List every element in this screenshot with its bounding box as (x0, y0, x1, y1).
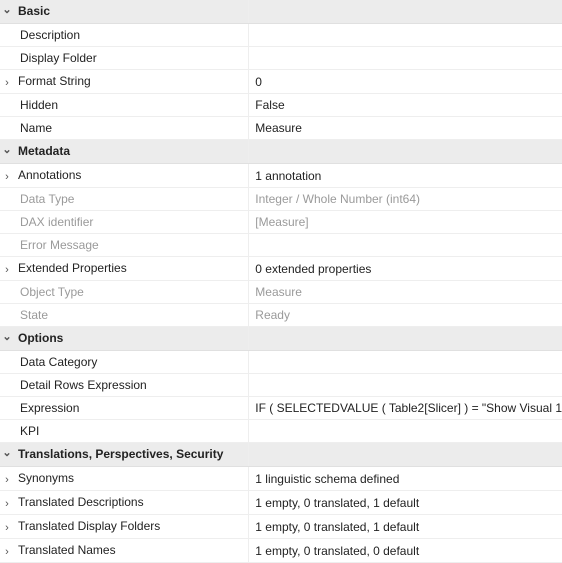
prop-label: Expression (0, 397, 79, 419)
section-basic[interactable]: Basic (0, 0, 562, 24)
prop-dax-identifier: DAX identifier [Measure] (0, 211, 562, 234)
prop-value[interactable]: Measure (249, 117, 562, 140)
prop-label: Object Type (0, 281, 84, 303)
prop-label: Data Type (0, 188, 74, 210)
chevron-right-icon[interactable] (0, 517, 14, 539)
prop-state: State Ready (0, 304, 562, 327)
prop-value[interactable]: 1 empty, 0 translated, 1 default (249, 515, 562, 539)
chevron-right-icon[interactable] (0, 541, 14, 563)
prop-label: Display Folder (0, 47, 97, 69)
prop-label: Translated Descriptions (14, 491, 144, 513)
prop-value[interactable]: False (249, 94, 562, 117)
prop-data-category[interactable]: Data Category (0, 351, 562, 374)
prop-value[interactable]: 0 (249, 70, 562, 94)
prop-value[interactable] (249, 47, 562, 70)
prop-label: Annotations (14, 164, 81, 186)
section-label: Basic (14, 0, 50, 22)
prop-error-message: Error Message (0, 234, 562, 257)
prop-value[interactable] (249, 420, 562, 443)
chevron-down-icon (0, 2, 14, 24)
prop-label: DAX identifier (0, 211, 93, 233)
prop-label: Detail Rows Expression (0, 374, 147, 396)
prop-object-type: Object Type Measure (0, 281, 562, 304)
prop-hidden[interactable]: Hidden False (0, 94, 562, 117)
prop-label: Format String (14, 70, 91, 92)
prop-kpi[interactable]: KPI (0, 420, 562, 443)
section-label: Options (14, 327, 63, 349)
prop-label: Synonyms (14, 467, 74, 489)
prop-translated-names[interactable]: Translated Names 1 empty, 0 translated, … (0, 539, 562, 563)
prop-detail-rows-expression[interactable]: Detail Rows Expression (0, 374, 562, 397)
prop-label: Error Message (0, 234, 99, 256)
chevron-right-icon[interactable] (0, 259, 14, 281)
prop-data-type: Data Type Integer / Whole Number (int64) (0, 188, 562, 211)
prop-label: Extended Properties (14, 257, 127, 279)
section-metadata[interactable]: Metadata (0, 140, 562, 164)
prop-value: [Measure] (249, 211, 562, 234)
prop-label: Translated Display Folders (14, 515, 160, 537)
chevron-right-icon[interactable] (0, 469, 14, 491)
chevron-down-icon (0, 329, 14, 351)
section-label: Metadata (14, 140, 70, 162)
prop-format-string[interactable]: Format String 0 (0, 70, 562, 94)
prop-value: Measure (249, 281, 562, 304)
prop-label: KPI (0, 420, 39, 442)
prop-extended-properties[interactable]: Extended Properties 0 extended propertie… (0, 257, 562, 281)
prop-value[interactable] (249, 374, 562, 397)
prop-value (249, 234, 562, 257)
section-options[interactable]: Options (0, 327, 562, 351)
chevron-right-icon[interactable] (0, 166, 14, 188)
prop-value[interactable]: IF ( SELECTEDVALUE ( Table2[Slicer] ) = … (249, 397, 562, 420)
prop-label: State (0, 304, 48, 326)
prop-description[interactable]: Description (0, 24, 562, 47)
prop-expression[interactable]: Expression IF ( SELECTEDVALUE ( Table2[S… (0, 397, 562, 420)
prop-synonyms[interactable]: Synonyms 1 linguistic schema defined (0, 467, 562, 491)
prop-label: Data Category (0, 351, 97, 373)
prop-value[interactable]: 1 empty, 0 translated, 0 default (249, 539, 562, 563)
property-grid: Basic Description Display Folder Format … (0, 0, 562, 563)
prop-translated-display-folders[interactable]: Translated Display Folders 1 empty, 0 tr… (0, 515, 562, 539)
prop-label: Translated Names (14, 539, 116, 561)
prop-value: Ready (249, 304, 562, 327)
chevron-right-icon[interactable] (0, 72, 14, 94)
prop-value[interactable] (249, 24, 562, 47)
prop-value: Integer / Whole Number (int64) (249, 188, 562, 211)
section-label: Translations, Perspectives, Security (14, 443, 223, 465)
chevron-down-icon (0, 445, 14, 467)
prop-annotations[interactable]: Annotations 1 annotation (0, 164, 562, 188)
section-translations[interactable]: Translations, Perspectives, Security (0, 443, 562, 467)
prop-value[interactable]: 1 annotation (249, 164, 562, 188)
prop-display-folder[interactable]: Display Folder (0, 47, 562, 70)
chevron-down-icon (0, 142, 14, 164)
prop-label: Hidden (0, 94, 58, 116)
prop-value[interactable]: 0 extended properties (249, 257, 562, 281)
prop-name[interactable]: Name Measure (0, 117, 562, 140)
prop-label: Description (0, 24, 80, 46)
chevron-right-icon[interactable] (0, 493, 14, 515)
prop-label: Name (0, 117, 52, 139)
prop-value[interactable] (249, 351, 562, 374)
prop-value[interactable]: 1 linguistic schema defined (249, 467, 562, 491)
